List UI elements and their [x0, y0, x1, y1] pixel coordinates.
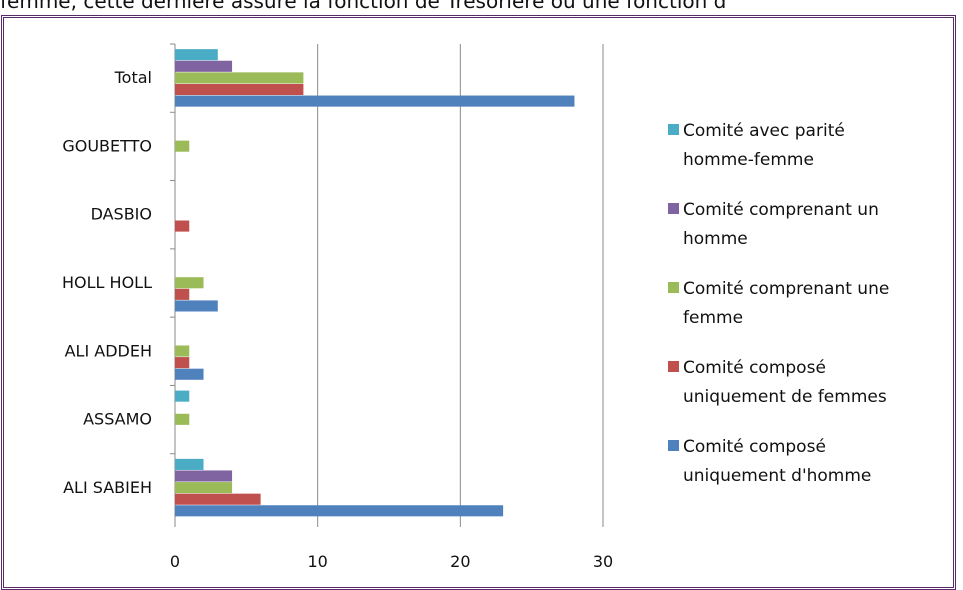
- bar-ali-sabieh-comite-compose-uniquement-d-homme: [175, 505, 504, 517]
- bars: [175, 49, 575, 517]
- legend-label-comite-compose-uniquement-d-homme: Comité composé uniquement d'homme: [683, 437, 871, 486]
- bar-holl-holl-comite-compose-uniquement-d-homme: [175, 300, 218, 312]
- chart-frame: [1, 15, 956, 590]
- bar-ali-sabieh-comite-comprenant-une-femme: [175, 482, 233, 494]
- category-label-goubetto: GOUBETTO: [62, 136, 152, 155]
- x-tick-label-10: 10: [307, 552, 327, 571]
- category-label-total: Total: [114, 68, 152, 87]
- legend-swatch-comite-avec-parite-homme-femme: [668, 124, 679, 135]
- labels: 0 10 20 30 ALI SABIEH ASSAMO ALI ADDEH HOLL HOL…: [62, 68, 613, 571]
- category-label-dasbio: DASBIO: [91, 205, 152, 224]
- bar-assamo-comite-comprenant-une-femme: [175, 413, 190, 425]
- bar-ali-addeh-comite-comprenant-une-femme: [175, 345, 190, 357]
- legend-swatch-comite-compose-uniquement-de-femmes: [668, 361, 679, 372]
- legend-label-comite-compose-uniquement-de-femmes: Comité composé uniquement de femmes: [683, 358, 887, 407]
- category-label-ali-sabieh: ALI SABIEH: [63, 478, 152, 497]
- category-label-ali-addeh: ALI ADDEH: [65, 341, 152, 360]
- legend-swatch-comite-comprenant-un-homme: [668, 203, 679, 214]
- bar-ali-sabieh-comite-compose-uniquement-de-femmes: [175, 493, 261, 505]
- legend-label-comite-comprenant-un-homme: Comité comprenant un homme: [683, 200, 879, 249]
- category-label-holl-holl: HOLL HOLL: [62, 273, 152, 292]
- bar-total-comite-compose-uniquement-d-homme: [175, 95, 575, 107]
- bar-holl-holl-comite-comprenant-une-femme: [175, 277, 204, 289]
- x-tick-label-0: 0: [170, 552, 180, 571]
- bar-dasbio-comite-compose-uniquement-de-femmes: [175, 220, 190, 232]
- bar-total-comite-comprenant-une-femme: [175, 72, 304, 84]
- legend: Comité avec parité homme-femme Comité comp…: [668, 121, 889, 486]
- bar-total-comite-compose-uniquement-de-femmes: [175, 83, 304, 96]
- gridlines: [317, 44, 604, 522]
- legend-swatch-comite-comprenant-une-femme: [668, 282, 679, 293]
- legend-swatch-comite-compose-uniquement-d-homme: [668, 440, 679, 451]
- legend-label-comite-comprenant-une-femme: Comité comprenant une femme: [683, 279, 889, 328]
- legend-label-comite-avec-parite-homme-femme: Comité avec parité homme-femme: [683, 121, 845, 170]
- bar-goubetto-comite-comprenant-une-femme: [175, 140, 190, 152]
- bar-ali-sabieh-comite-avec-parite-homme-femme: [175, 458, 204, 470]
- bar-total-comite-comprenant-un-homme: [175, 60, 233, 72]
- bar-ali-addeh-comite-compose-uniquement-de-femmes: [175, 357, 190, 369]
- bar-holl-holl-comite-compose-uniquement-de-femmes: [175, 288, 190, 300]
- x-tick-label-30: 30: [593, 552, 613, 571]
- x-tick-label-20: 20: [450, 552, 470, 571]
- page-text-fragment: femme, cette dernière assure la fonction…: [0, 0, 727, 13]
- bar-ali-addeh-comite-compose-uniquement-d-homme: [175, 368, 204, 380]
- bar-total-comite-avec-parite-homme-femme: [175, 49, 218, 61]
- axes: [170, 43, 604, 527]
- bar-ali-sabieh-comite-comprenant-un-homme: [175, 470, 233, 482]
- category-label-assamo: ASSAMO: [83, 410, 152, 429]
- bar-assamo-comite-avec-parite-homme-femme: [175, 390, 190, 402]
